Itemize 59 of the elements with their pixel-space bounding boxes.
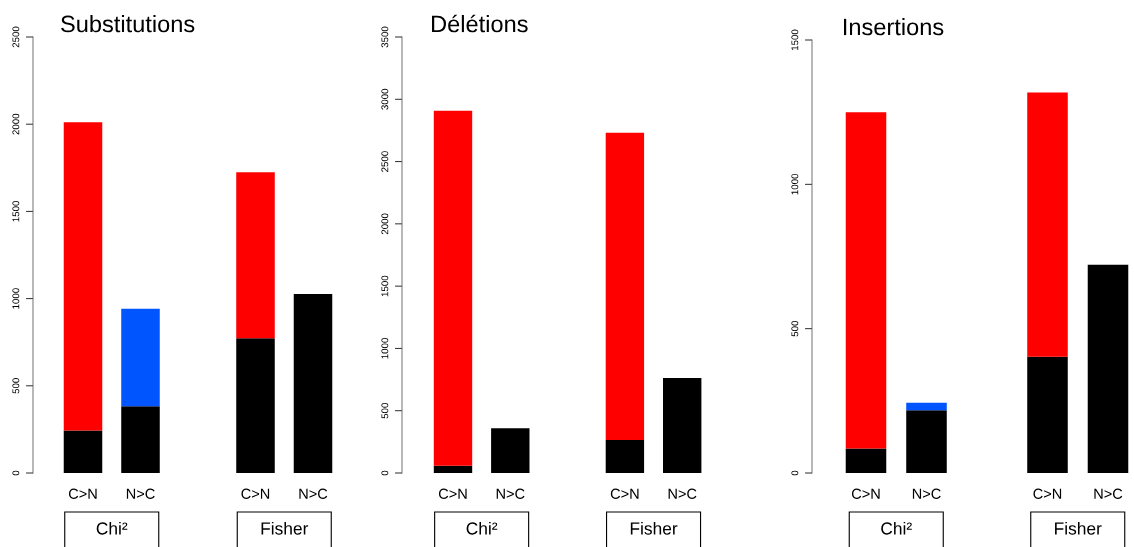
y-tick-label: 1500 — [12, 200, 20, 222]
x-tick-label: C>N — [438, 488, 467, 499]
y-tick-label: 500 — [381, 402, 389, 419]
x-tick-label: N>C — [126, 488, 155, 499]
text: Chi² — [96, 521, 128, 535]
bar — [433, 110, 473, 466]
y-tick-label: 0 — [791, 470, 799, 476]
y-tick-label: 500 — [12, 378, 20, 394]
bar — [433, 465, 473, 473]
text: Fisher — [261, 521, 309, 535]
y-tick-label: 0 — [12, 470, 20, 476]
text: Chi² — [466, 521, 498, 535]
bar — [845, 112, 887, 449]
bar — [63, 122, 103, 431]
bar — [605, 132, 645, 441]
x-tick-label: N>C — [912, 488, 941, 499]
y-tick-label: 1000 — [381, 337, 389, 359]
y-tick-label: 2000 — [12, 113, 20, 135]
bar — [293, 294, 333, 473]
bar — [663, 377, 702, 473]
y-tick-label: 500 — [791, 320, 799, 337]
x-tick-label: C>N — [1033, 488, 1062, 499]
y-tick-label: 3000 — [381, 88, 389, 110]
bar — [906, 402, 947, 411]
y-tick-label: 1000 — [12, 288, 20, 309]
bar — [1027, 92, 1068, 357]
chart-title: Substitutions — [61, 14, 195, 33]
bar — [845, 448, 887, 473]
y-tick-label: 1500 — [381, 275, 389, 297]
x-tick-label: C>N — [241, 488, 270, 499]
bar — [605, 440, 645, 473]
y-tick-label: 2000 — [381, 213, 389, 235]
bar — [906, 410, 947, 473]
bar — [236, 338, 275, 473]
x-tick-label: N>C — [668, 488, 697, 499]
chart-title: Insertions — [843, 17, 944, 36]
bar — [491, 428, 530, 473]
text: Fisher — [630, 521, 678, 535]
bar — [236, 172, 275, 339]
y-tick-label: 1500 — [791, 29, 799, 51]
y-tick-label: 1000 — [791, 173, 799, 195]
bar — [1027, 356, 1068, 473]
y-tick-label: 3500 — [381, 26, 389, 48]
bar — [121, 406, 160, 473]
x-tick-label: N>C — [299, 488, 328, 499]
bar — [63, 430, 103, 473]
y-tick-label: 2500 — [381, 151, 389, 172]
x-tick-label: N>C — [1094, 488, 1123, 499]
text: Fisher — [1055, 521, 1102, 535]
x-tick-label: C>N — [610, 488, 639, 499]
y-tick-label: 2500 — [12, 26, 20, 48]
y-tick-label: 0 — [381, 470, 389, 476]
bar — [1087, 264, 1129, 473]
x-tick-label: N>C — [496, 488, 525, 499]
chart-title: Délétions — [432, 14, 528, 33]
text: Chi² — [881, 521, 912, 535]
x-tick-label: C>N — [68, 488, 97, 499]
x-tick-label: C>N — [851, 488, 880, 499]
bar — [121, 308, 160, 407]
